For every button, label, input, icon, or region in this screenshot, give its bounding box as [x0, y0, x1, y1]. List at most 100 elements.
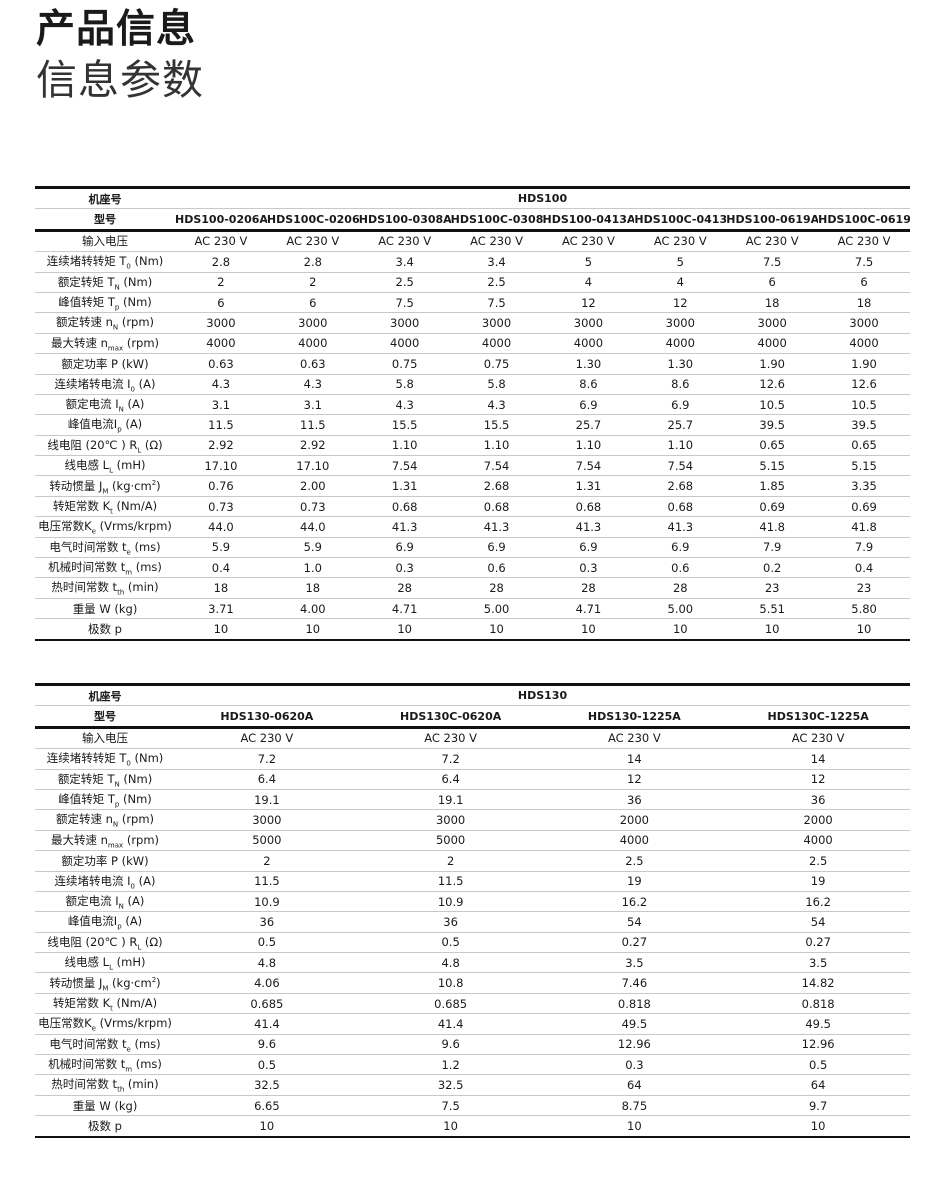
table-cell: 2.92	[266, 435, 359, 457]
table-row: 极数 p 10 10 10 10 10 10 10 10	[35, 618, 910, 641]
model-label: 型号	[35, 208, 175, 232]
label-text: 线电阻 (20℃ ) R	[47, 437, 138, 452]
table-cell: 7.5	[450, 292, 543, 314]
table-cell: 2	[175, 850, 359, 872]
label-text: (kg·cm	[108, 975, 152, 990]
frame-value: HDS100	[175, 185, 910, 210]
label-text: 机械时间常数 t	[48, 1057, 126, 1072]
table-row: 线电阻 (20℃ ) RL (Ω) 0.5 0.5 0.27 0.27	[35, 932, 910, 954]
table-cell: 0.27	[726, 932, 910, 954]
table-cell: 2.5	[542, 850, 727, 872]
table-cell: 0.75	[358, 353, 451, 375]
table-row: 连续堵转转矩 T0 (Nm) 7.2 7.2 14 14	[35, 748, 910, 770]
label-subscript: N	[114, 282, 120, 291]
table-cell: 2.8	[175, 251, 267, 273]
table-cell: 4000	[266, 333, 359, 355]
label-text: 电气时间常数 t	[49, 539, 127, 554]
table-cell: 7.54	[634, 455, 727, 477]
label-text: 额定转速 n	[55, 315, 113, 330]
table-cell: 36	[726, 789, 910, 811]
label-text: 机械时间常数 t	[48, 560, 126, 575]
row-label: 额定功率 P (kW)	[35, 353, 175, 375]
table-row: 机械时间常数 tm (ms) 0.5 1.2 0.3 0.5	[35, 1054, 910, 1076]
table-cell: 12.96	[542, 1034, 727, 1056]
label-text: 电压常数K	[38, 1016, 92, 1031]
label-text: (mH)	[112, 955, 146, 970]
table-cell: 5000	[175, 830, 359, 852]
table-cell: 28	[450, 577, 543, 599]
row-label: 重量 W (kg)	[35, 598, 175, 620]
table-cell: 41.3	[634, 516, 727, 538]
model-name: HDS100-0413A	[542, 208, 635, 232]
table-cell: 1.90	[818, 353, 910, 375]
table-cell: 10.9	[358, 891, 543, 913]
label-text: 转矩常数 K	[52, 995, 111, 1010]
table-cell: 12.6	[726, 374, 819, 395]
table-cell: 36	[175, 911, 359, 933]
label-text: 额定转矩 T	[57, 274, 115, 289]
label-subscript: 0	[130, 881, 135, 890]
table-cell: 49.5	[542, 1013, 727, 1035]
table-cell: 5	[634, 251, 727, 273]
table-row: 连续堵转电流 I0 (A) 4.3 4.3 5.8 5.8 8.6 8.6 12.6 12.6	[35, 374, 910, 395]
model-row: 型号 HDS100-0206A HDS100C-0206A HDS100-0308A H…	[35, 208, 910, 232]
model-name: HDS100C-0413A	[634, 208, 727, 232]
label-subscript: L	[109, 963, 113, 972]
table-cell: 17.10	[266, 455, 359, 477]
spec-table-hds130: 机座号 HDS130 型号 HDS130-0620A HDS130C-0620A HDS1…	[35, 682, 910, 1138]
table-cell: 1.10	[634, 435, 727, 457]
table-cell: 1.31	[542, 475, 635, 497]
table-cell: 0.5	[175, 932, 359, 954]
label-text: )	[156, 478, 161, 493]
table-cell: 6.9	[358, 537, 451, 559]
table-cell: 3000	[358, 809, 543, 831]
frame-row: 机座号 HDS130	[35, 682, 910, 707]
label-text: 热时间常数 t	[51, 580, 118, 595]
label-text: 最大转速 n	[50, 335, 108, 350]
model-name: HDS100-0308A	[358, 208, 451, 232]
label-text: (ms)	[130, 1036, 161, 1051]
table-cell: 11.5	[175, 414, 267, 436]
row-label: 连续堵转电流 I0 (A)	[35, 374, 175, 395]
table-cell: 4.8	[358, 952, 543, 974]
table-cell: 28	[542, 577, 635, 599]
row-label: 峰值电流Ip (A)	[35, 414, 175, 436]
label-text: )	[156, 975, 161, 990]
label-text: (A)	[121, 914, 143, 929]
label-text: 额定功率 P (kW)	[61, 356, 149, 371]
label-subscript: N	[118, 405, 124, 414]
table-cell: 6.9	[542, 394, 635, 416]
label-text: (Nm)	[130, 254, 164, 269]
row-label: 最大转速 nmax (rpm)	[35, 333, 175, 355]
row-label: 峰值转矩 Tp (Nm)	[35, 292, 175, 314]
label-subscript: t	[110, 1004, 113, 1013]
table-cell: 0.63	[175, 353, 267, 375]
table-cell: 16.2	[726, 891, 910, 913]
table-cell: 8.75	[542, 1095, 727, 1117]
table-cell: 4000	[542, 333, 635, 355]
table-cell: 1.0	[266, 557, 359, 579]
row-label: 额定转矩 TN (Nm)	[35, 769, 175, 790]
table-cell: 1.31	[358, 475, 451, 497]
table-cell: 11.5	[175, 871, 359, 892]
table-cell: 19	[726, 871, 910, 892]
table-cell: 41.3	[358, 516, 451, 538]
table-cell: 4000	[726, 830, 910, 852]
model-name: HDS100C-0308A	[450, 208, 543, 232]
table-cell: 5.15	[818, 455, 910, 477]
table-cell: 2.8	[266, 251, 359, 273]
table-cell: 7.5	[358, 1095, 543, 1117]
table-cell: 9.6	[358, 1034, 543, 1056]
label-text: (rpm)	[123, 832, 160, 847]
row-label: 额定转速 nN (rpm)	[35, 312, 175, 334]
table-cell: 7.54	[542, 455, 635, 477]
table-cell: 6	[266, 292, 359, 314]
table-cell: 1.90	[726, 353, 819, 375]
label-subscript: L	[109, 466, 113, 475]
table-cell: 4000	[634, 333, 727, 355]
frame-label: 机座号	[35, 682, 175, 707]
table-cell: 41.3	[450, 516, 543, 538]
label-text: 电气时间常数 t	[49, 1036, 127, 1051]
label-text: (Nm)	[119, 295, 152, 309]
table-cell: 7.54	[358, 455, 451, 477]
